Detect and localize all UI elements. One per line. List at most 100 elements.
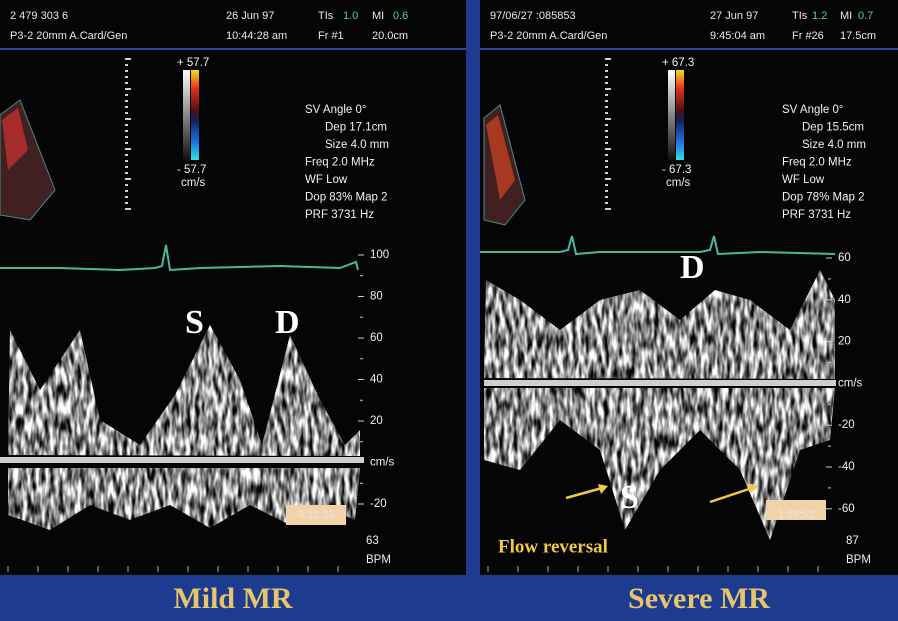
param-text: Dep 17.1cm [325, 122, 387, 134]
color-bar [676, 70, 684, 160]
timer-box [766, 500, 826, 520]
panel-caption: Severe MR [628, 582, 770, 615]
param-text: Dop 78% Map 2 [782, 192, 864, 204]
header-text: 1.2 [812, 10, 827, 22]
depth-tick [605, 82, 608, 84]
depth-tick [605, 94, 608, 96]
depth-tick [605, 190, 608, 192]
header-text: 20.0cm [372, 30, 408, 42]
depth-tick [125, 136, 128, 138]
scale-label: 40 [838, 294, 851, 306]
depth-tick [125, 202, 128, 204]
scale-label: 80 [370, 291, 383, 303]
color-bar [668, 70, 675, 160]
header-text: MI [372, 10, 384, 22]
wave-label: D [680, 249, 705, 286]
header-text: Fr #1 [318, 30, 344, 42]
depth-tick [125, 100, 128, 102]
scale-label: 40 [370, 374, 383, 386]
depth-tick [125, 208, 131, 210]
colorbar-label: cm/s [181, 177, 206, 189]
depth-tick [605, 148, 611, 150]
baseline [0, 457, 364, 463]
depth-tick [605, 178, 611, 180]
scale-label: cm/s [838, 377, 863, 389]
depth-tick [605, 130, 608, 132]
header-text: 9:45:04 am [710, 30, 765, 42]
depth-tick [605, 184, 608, 186]
doppler-spectrum [484, 270, 835, 540]
header-text: 97/06/27 :085853 [490, 10, 576, 22]
arrow [709, 486, 753, 504]
ecg-trace [480, 235, 836, 256]
depth-tick [605, 58, 611, 60]
depth-tick [125, 106, 128, 108]
param-text: Size 4.0 mm [325, 139, 389, 151]
header-text: 26 Jun 97 [226, 10, 274, 22]
arrow-head [748, 483, 758, 493]
scale-label: cm/s [370, 457, 395, 469]
depth-tick [125, 58, 131, 60]
scale-label: -60 [838, 503, 855, 515]
depth-tick [125, 148, 131, 150]
timer: 0:31:33 [298, 509, 335, 521]
param-text: WF Low [782, 174, 825, 186]
depth-tick [605, 70, 608, 72]
header-text: 27 Jun 97 [710, 10, 758, 22]
wave-label: S [185, 304, 204, 341]
depth-tick [605, 106, 608, 108]
depth-tick [125, 112, 128, 114]
scale-label: 100 [370, 249, 389, 261]
doppler-spectrum [8, 325, 360, 530]
depth-tick [125, 160, 128, 162]
heart-rate-unit: BPM [846, 554, 871, 566]
depth-tick [605, 202, 608, 204]
header-text: P3-2 20mm A.Card/Gen [490, 30, 607, 42]
depth-tick [605, 76, 608, 78]
param-text: Freq 2.0 MHz [305, 157, 375, 169]
depth-tick [605, 112, 608, 114]
scale-label: 60 [838, 252, 851, 264]
header-text: 10:44:28 am [226, 30, 287, 42]
depth-tick [605, 154, 608, 156]
depth-tick [125, 184, 128, 186]
depth-tick [605, 166, 608, 168]
scale-label: 20 [838, 336, 851, 348]
depth-tick [125, 70, 128, 72]
depth-tick [605, 64, 608, 66]
header-text: 1.0 [343, 10, 358, 22]
wave-label: S [620, 479, 639, 516]
arrow [565, 486, 603, 500]
header-text: TIs [792, 10, 808, 22]
panel-right [480, 0, 898, 575]
wave-label: D [275, 304, 300, 341]
colorbar-label: + 67.3 [662, 57, 694, 69]
timer: 1:07:52 [778, 509, 815, 521]
header-text: MI [840, 10, 852, 22]
annotation: Flow reversal [498, 536, 608, 557]
color-flow [2, 108, 28, 170]
depth-tick [605, 100, 608, 102]
depth-tick [125, 76, 128, 78]
color-bar [191, 70, 199, 160]
baseline [484, 380, 836, 386]
color-flow [486, 115, 515, 200]
scale-label: -20 [838, 419, 855, 431]
colorbar-label: + 57.7 [177, 57, 209, 69]
param-text: Freq 2.0 MHz [782, 157, 852, 169]
depth-tick [605, 136, 608, 138]
heart-rate: 87 [846, 535, 859, 547]
depth-tick [125, 94, 128, 96]
scale-label: 60 [370, 332, 383, 344]
header-text: TIs [318, 10, 334, 22]
scale-label: 20 [370, 415, 383, 427]
scale-label: -20 [370, 498, 387, 510]
depth-tick [125, 88, 131, 90]
colorbar-label: - 67.3 [662, 164, 691, 176]
arrow-head [598, 484, 608, 494]
param-text: Dop 83% Map 2 [305, 192, 387, 204]
scale-label: -40 [838, 461, 855, 473]
header-text: P3-2 20mm A.Card/Gen [10, 30, 127, 42]
param-text: PRF 3731 Hz [305, 209, 374, 221]
